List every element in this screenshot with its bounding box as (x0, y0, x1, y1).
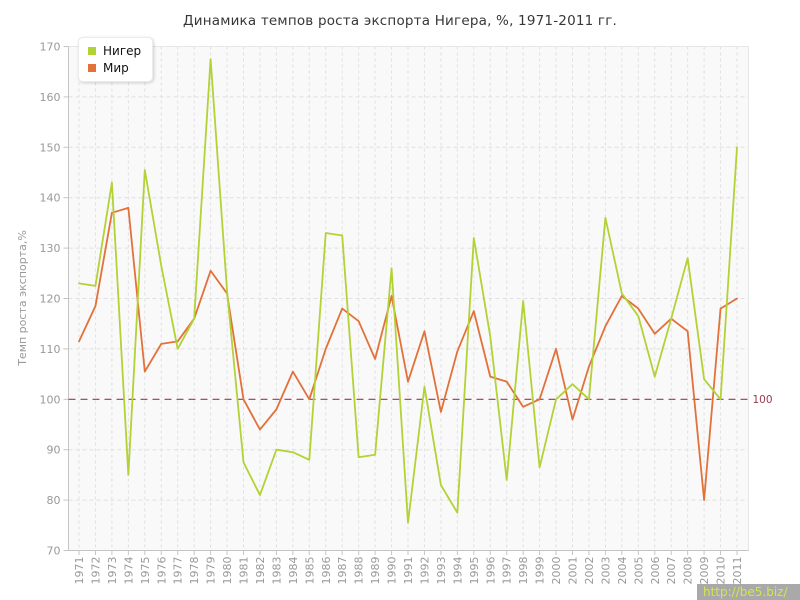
x-axis-ticks: 1971 1972 1973 1974 1975 1976 1977 1978 1979 1980… (73, 550, 744, 585)
svg-text:1981: 1981 (238, 557, 251, 585)
svg-text:1982: 1982 (254, 557, 267, 585)
y-axis-ticks: 70 80 90 100 110 120 130 140 150 160 170 (40, 41, 68, 558)
svg-text:1997: 1997 (501, 557, 514, 585)
svg-text:1994: 1994 (451, 557, 464, 585)
svg-text:1974: 1974 (122, 557, 135, 585)
svg-text:2000: 2000 (550, 557, 563, 585)
svg-text:1999: 1999 (534, 557, 547, 585)
svg-text:2011: 2011 (731, 557, 744, 585)
svg-text:1998: 1998 (517, 557, 530, 585)
legend-item-mir[interactable]: Мир (88, 61, 141, 75)
svg-text:100: 100 (40, 393, 61, 406)
svg-text:1989: 1989 (369, 557, 382, 585)
svg-text:2003: 2003 (599, 557, 612, 585)
svg-text:1983: 1983 (270, 557, 283, 585)
y-axis-title: Темп роста экспорта,% (16, 230, 29, 367)
svg-text:1975: 1975 (139, 557, 152, 585)
svg-text:1988: 1988 (353, 557, 366, 585)
svg-text:1984: 1984 (287, 557, 300, 585)
svg-text:130: 130 (40, 242, 61, 255)
svg-text:Темп роста экспорта,%: Темп роста экспорта,% (16, 230, 29, 367)
svg-text:2005: 2005 (632, 557, 645, 585)
reference-line-100: 100 (68, 394, 773, 406)
svg-text:1977: 1977 (172, 557, 185, 585)
svg-text:140: 140 (40, 192, 61, 205)
legend-swatch-mir-icon (88, 64, 96, 72)
svg-text:2001: 2001 (567, 557, 580, 585)
svg-text:160: 160 (40, 91, 61, 104)
svg-text:1979: 1979 (205, 557, 218, 585)
svg-text:2010: 2010 (715, 557, 728, 585)
legend-swatch-niger-icon (88, 47, 96, 55)
svg-text:2008: 2008 (682, 557, 695, 585)
svg-text:2007: 2007 (665, 557, 678, 585)
svg-text:1990: 1990 (386, 557, 399, 585)
svg-text:120: 120 (40, 293, 61, 306)
svg-text:2004: 2004 (616, 557, 629, 585)
svg-text:1973: 1973 (106, 557, 119, 585)
svg-text:1971: 1971 (73, 557, 86, 585)
svg-text:1978: 1978 (188, 557, 201, 585)
series-line-niger (78, 58, 738, 524)
legend-item-niger[interactable]: Нигер (88, 44, 141, 58)
svg-text:1991: 1991 (402, 557, 415, 585)
svg-text:70: 70 (47, 545, 61, 558)
svg-text:1980: 1980 (221, 557, 234, 585)
legend: Нигер Мир (78, 37, 154, 82)
svg-text:110: 110 (40, 343, 61, 356)
svg-text:80: 80 (47, 494, 61, 507)
chart-title: Динамика темпов роста экспорта Нигера, %… (182, 13, 618, 29)
svg-text:1996: 1996 (484, 557, 497, 585)
svg-text:1987: 1987 (336, 557, 349, 585)
svg-text:1993: 1993 (435, 557, 448, 585)
svg-text:2006: 2006 (649, 557, 662, 585)
svg-text:1986: 1986 (320, 557, 333, 585)
legend-label-niger: Нигер (103, 44, 142, 58)
legend-label-mir: Мир (103, 61, 129, 75)
svg-text:100: 100 (753, 394, 773, 406)
svg-text:1992: 1992 (418, 557, 431, 585)
svg-text:2009: 2009 (698, 557, 711, 585)
svg-text:1985: 1985 (303, 557, 316, 585)
svg-text:90: 90 (47, 444, 61, 457)
svg-text:1995: 1995 (468, 557, 481, 585)
svg-text:150: 150 (40, 141, 61, 154)
svg-text:1972: 1972 (89, 557, 102, 585)
watermark-link[interactable]: http://be5.biz/ (697, 584, 800, 600)
svg-text:170: 170 (40, 41, 61, 54)
svg-text:2002: 2002 (583, 557, 596, 585)
svg-text:1976: 1976 (155, 557, 168, 585)
